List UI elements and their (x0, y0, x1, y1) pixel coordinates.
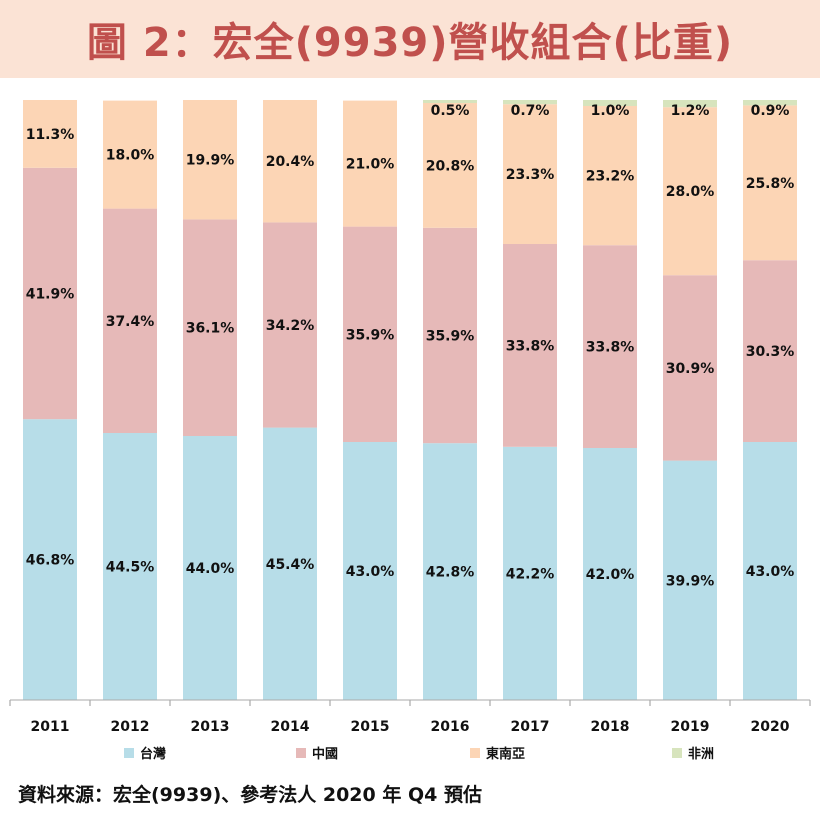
data-label-china-2014: 34.2% (266, 318, 315, 334)
data-label-sea-2019: 28.0% (666, 184, 715, 200)
stacked-bar-chart: 46.8% 41.9% 11.3% 2011 44.5% 37.4% 18.0% 2012 44… (9, 100, 811, 762)
x-tick-label-2015: 2015 (351, 719, 390, 735)
chart-title: 圖 2：宏全(9939)營收組合(比重) (86, 20, 734, 66)
data-label-sea-2013: 19.9% (186, 153, 235, 169)
bar-taiwan-2020 (743, 442, 797, 700)
title-banner: 圖 2：宏全(9939)營收組合(比重) (0, 0, 820, 78)
bar-sea-2017 (503, 104, 557, 244)
bar-taiwan-2015 (343, 442, 397, 700)
bar-africa-2017 (503, 100, 557, 105)
data-label-taiwan-2019: 39.9% (666, 573, 715, 589)
bar-africa-2018 (583, 100, 637, 106)
bar-china-2015 (343, 226, 397, 442)
data-label-taiwan-2012: 44.5% (106, 560, 155, 576)
legend-swatch-taiwan (124, 748, 134, 758)
data-label-taiwan-2017: 42.2% (506, 566, 555, 582)
data-label-sea-2020: 25.8% (746, 176, 795, 192)
data-label-sea-2014: 20.4% (266, 154, 315, 170)
bar-taiwan-2014 (263, 427, 317, 700)
data-label-china-2019: 30.9% (666, 361, 715, 377)
data-label-china-2020: 30.3% (746, 344, 795, 360)
data-label-china-2017: 33.8% (506, 338, 555, 354)
data-label-china-2011: 41.9% (26, 287, 75, 303)
x-tick-label-2012: 2012 (111, 719, 150, 735)
data-label-africa-2018: 1.0% (591, 103, 630, 119)
x-tick-label-2013: 2013 (191, 719, 230, 735)
bar-china-2012 (103, 208, 157, 433)
bar-china-2019 (663, 275, 717, 461)
bar-taiwan-2017 (503, 446, 557, 700)
bar-taiwan-2011 (23, 419, 77, 700)
source-note: 資料來源：宏全(9939)、參考法人 2020 年 Q4 預估 (18, 784, 482, 806)
data-label-sea-2011: 11.3% (26, 127, 75, 143)
data-label-china-2016: 35.9% (426, 329, 475, 345)
data-label-china-2015: 35.9% (346, 327, 395, 343)
x-tick-label-2014: 2014 (271, 719, 310, 735)
bar-china-2020 (743, 260, 797, 442)
data-label-sea-2017: 23.3% (506, 167, 555, 183)
x-tick-label-2018: 2018 (591, 719, 630, 735)
bar-taiwan-2012 (103, 433, 157, 700)
bar-sea-2018 (583, 106, 637, 246)
data-label-taiwan-2016: 42.8% (426, 565, 475, 581)
bar-sea-2011 (23, 100, 77, 168)
legend-swatch-sea (470, 748, 480, 758)
data-label-sea-2015: 21.0% (346, 157, 395, 173)
bar-sea-2016 (423, 103, 477, 228)
bar-taiwan-2013 (183, 436, 237, 700)
data-label-sea-2016: 20.8% (426, 158, 475, 174)
bar-taiwan-2018 (583, 448, 637, 700)
data-label-china-2013: 36.1% (186, 321, 235, 337)
bar-sea-2019 (663, 107, 717, 276)
data-label-china-2012: 37.4% (106, 314, 155, 330)
data-label-taiwan-2018: 42.0% (586, 567, 635, 583)
bar-china-2011 (23, 167, 77, 420)
legend-swatch-africa (672, 748, 682, 758)
data-label-africa-2019: 1.2% (671, 103, 710, 119)
data-label-taiwan-2011: 46.8% (26, 553, 75, 569)
data-label-sea-2012: 18.0% (106, 148, 155, 164)
bar-taiwan-2019 (663, 460, 717, 700)
bar-china-2016 (423, 227, 477, 444)
bar-africa-2016 (423, 100, 477, 103)
data-label-china-2018: 33.8% (586, 340, 635, 356)
data-label-taiwan-2014: 45.4% (266, 557, 315, 573)
bar-taiwan-2016 (423, 443, 477, 700)
legend-swatch-china (296, 748, 306, 758)
bar-africa-2020 (743, 100, 797, 106)
data-label-taiwan-2015: 43.0% (346, 564, 395, 580)
legend-label-sea: 東南亞 (486, 746, 525, 762)
x-tick-label-2017: 2017 (511, 719, 550, 735)
data-label-africa-2020: 0.9% (751, 103, 790, 119)
bar-china-2017 (503, 244, 557, 447)
data-label-africa-2017: 0.7% (511, 103, 550, 119)
x-tick-label-2011: 2011 (31, 719, 70, 735)
data-label-taiwan-2013: 44.0% (186, 561, 235, 577)
bar-china-2013 (183, 219, 237, 436)
bar-china-2018 (583, 245, 637, 448)
x-tick-label-2016: 2016 (431, 719, 470, 735)
x-tick-label-2020: 2020 (751, 719, 790, 735)
bar-africa-2019 (663, 100, 717, 108)
data-label-sea-2018: 23.2% (586, 169, 635, 185)
bar-sea-2012 (103, 100, 157, 209)
x-tick-label-2019: 2019 (671, 719, 710, 735)
legend-label-taiwan: 台灣 (140, 746, 166, 762)
legend-label-africa: 非洲 (688, 746, 714, 762)
bar-china-2014 (263, 222, 317, 428)
data-label-taiwan-2020: 43.0% (746, 564, 795, 580)
bar-sea-2013 (183, 100, 237, 220)
legend-label-china: 中國 (312, 746, 338, 762)
bar-sea-2020 (743, 105, 797, 261)
data-label-africa-2016: 0.5% (431, 103, 470, 119)
bar-sea-2015 (343, 100, 397, 227)
bar-sea-2014 (263, 100, 317, 223)
